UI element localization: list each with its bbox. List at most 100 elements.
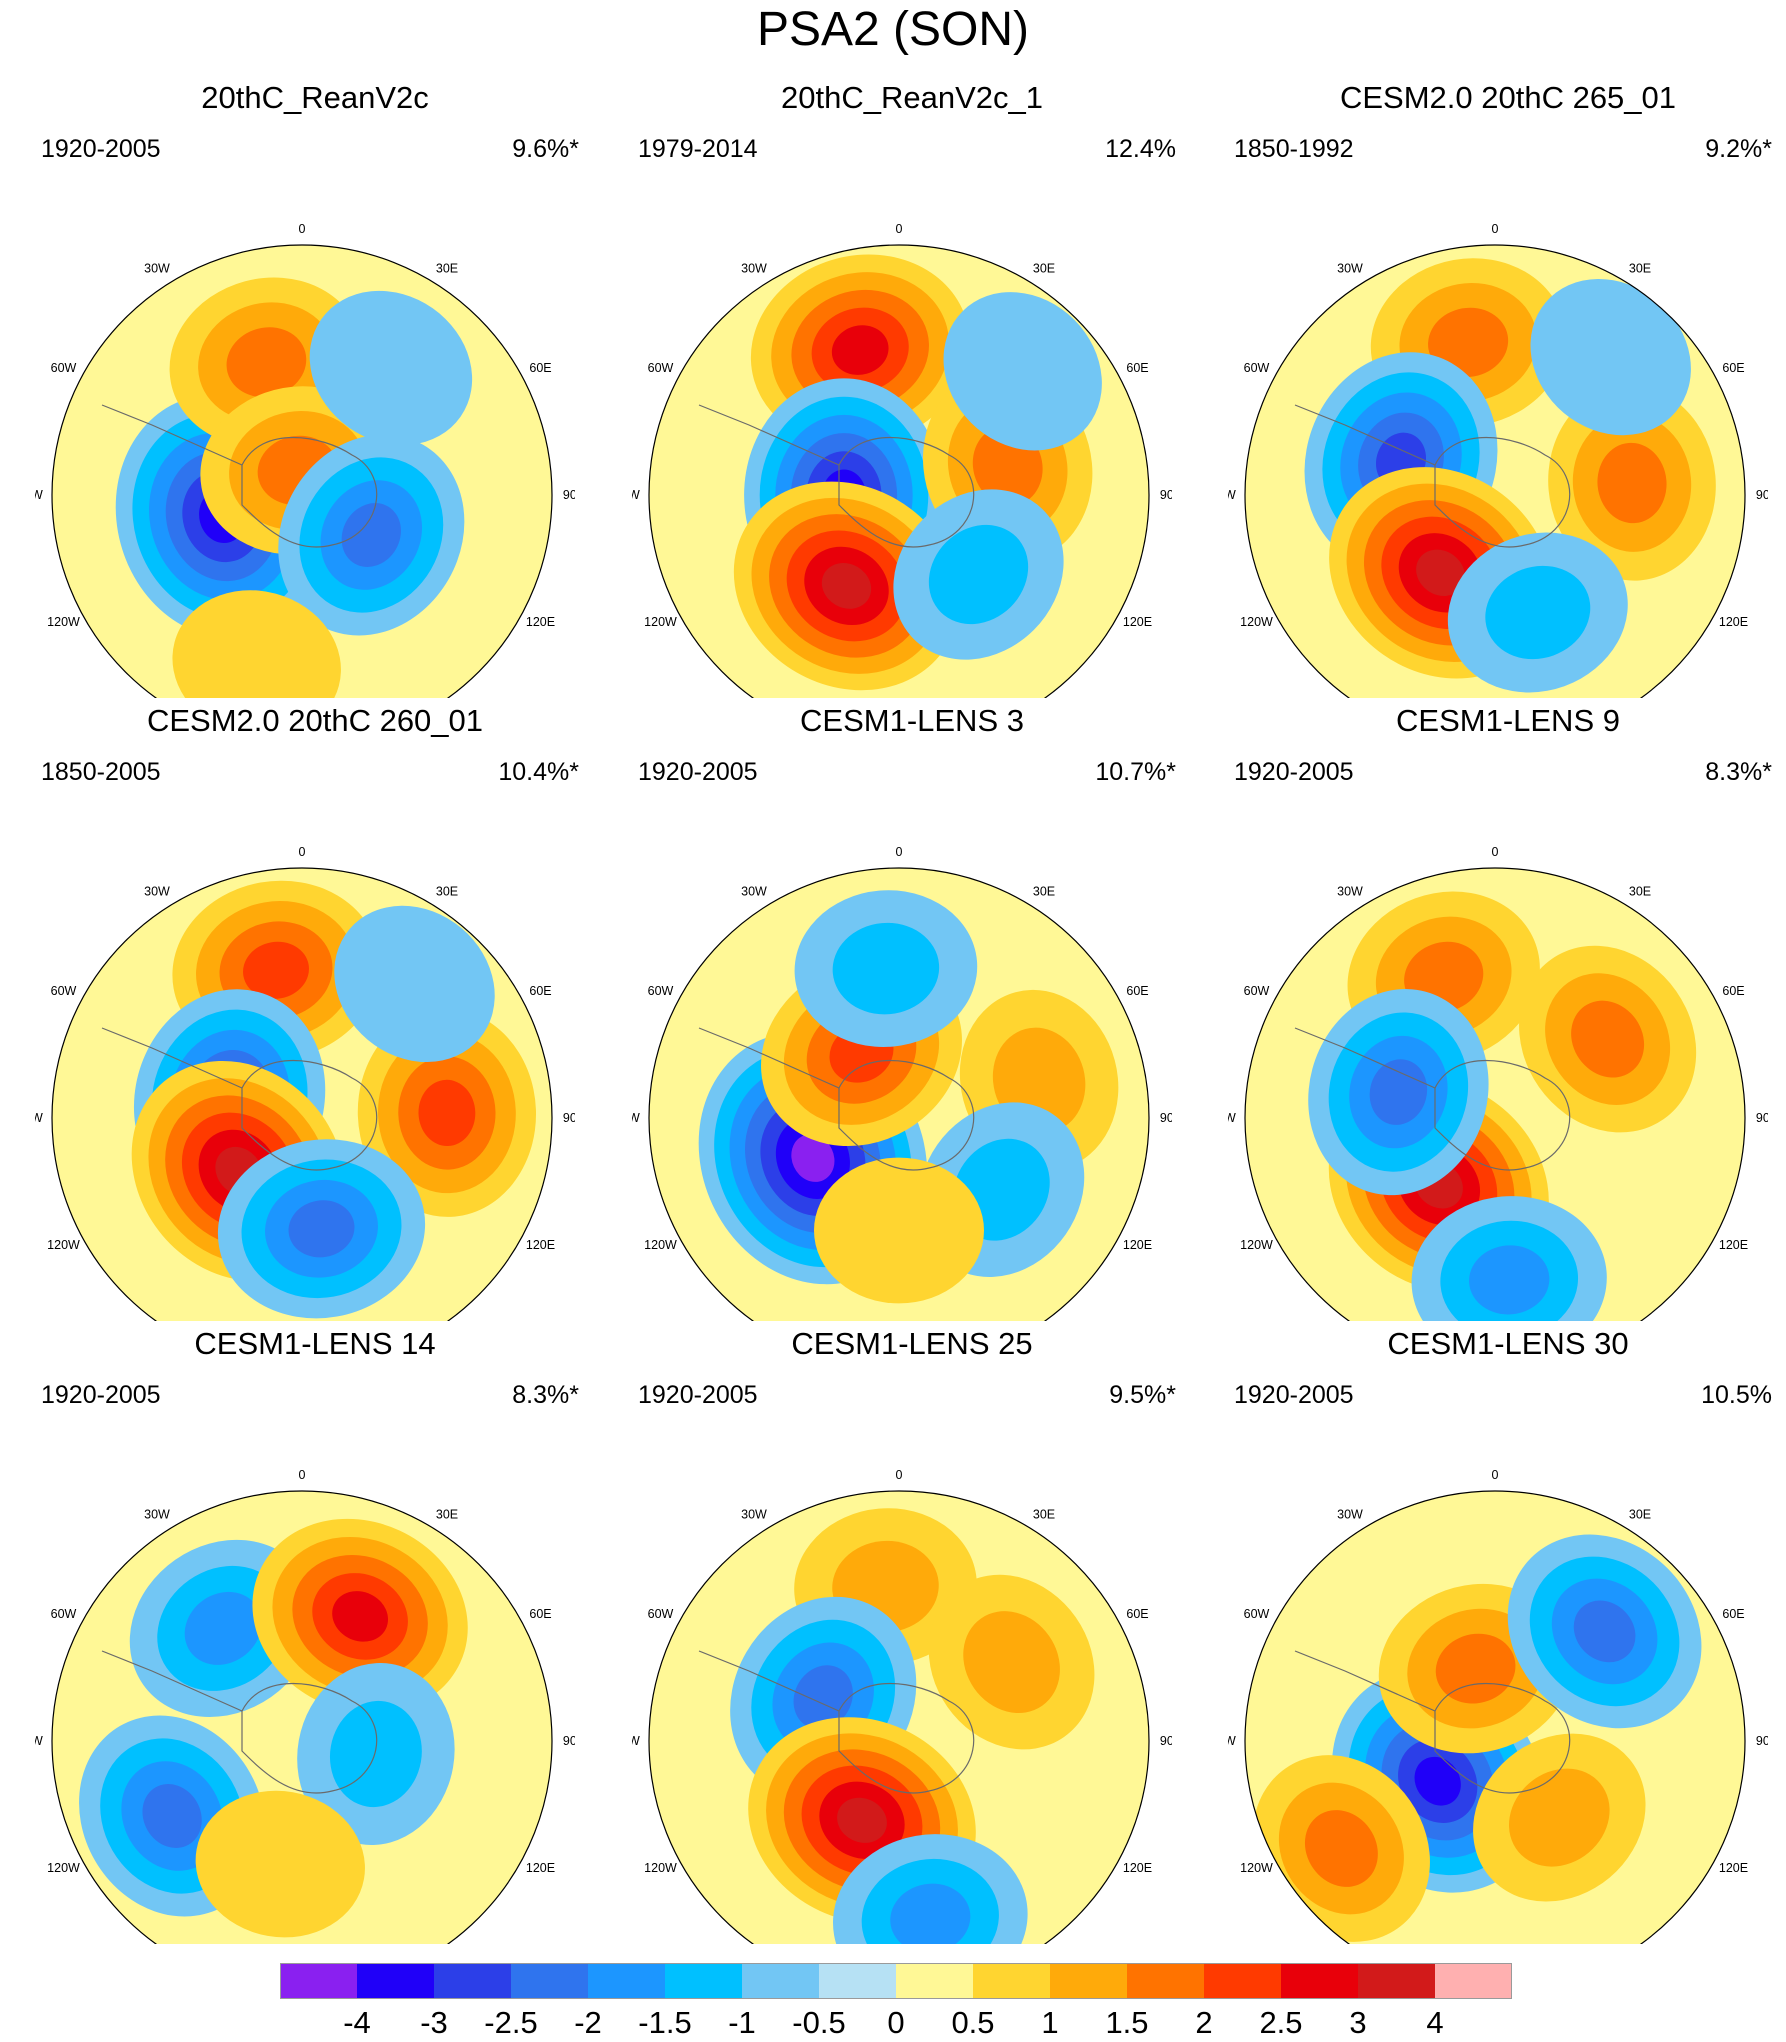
contour-level <box>1485 565 1591 660</box>
panel-title: CESM2.0 20thC 260_01 <box>146 703 484 738</box>
colorbar-swatch <box>1204 1963 1282 1999</box>
south-america-coastline <box>1294 404 1436 466</box>
contour-level <box>1304 1810 1378 1887</box>
longitude-label: 120W <box>1240 1861 1273 1875</box>
longitude-label: 120W <box>644 1238 677 1252</box>
contour-level <box>963 1611 1060 1714</box>
antarctica-coastline <box>838 1059 975 1171</box>
contour-field <box>1245 1491 1745 1944</box>
longitude-label: 0 <box>299 222 306 236</box>
contour-level <box>791 1134 835 1182</box>
colorbar-swatch <box>511 1963 589 1999</box>
colorbar-swatch <box>1358 1963 1436 1999</box>
longitude-label: 90W <box>1228 488 1236 502</box>
map-panel: CESM1-LENS 3 1920-2005 10.7%* 0 30E 60E 90E 120… <box>632 701 1192 1321</box>
antarctica-coastline <box>241 436 378 548</box>
longitude-label: 120E <box>526 1238 555 1252</box>
longitude-label: 120E <box>1123 1238 1152 1252</box>
antarctica-coastline <box>838 1682 975 1794</box>
colorbar-swatch <box>1127 1963 1205 1999</box>
longitude-label: 90W <box>35 1111 43 1125</box>
colorbar-swatch <box>665 1963 743 1999</box>
panel-title: CESM1-LENS 14 <box>194 1326 436 1361</box>
contour-level <box>1509 1768 1610 1867</box>
colorbar-swatch <box>280 1963 358 1999</box>
longitude-label: 90E <box>1160 488 1172 502</box>
longitude-label: 60W <box>51 361 77 375</box>
longitude-label: 0 <box>896 845 903 859</box>
contour-field <box>1245 245 1745 698</box>
contour-level <box>418 1079 476 1146</box>
colorbar-frame <box>280 1963 1512 1999</box>
contour-level <box>821 563 872 609</box>
antarctica-coastline <box>1434 1059 1571 1171</box>
longitude-label: 120W <box>1240 615 1273 629</box>
map-panel: CESM2.0 20thC 260_01 1850-2005 10.4%* 0 30E 6… <box>35 701 595 1321</box>
longitude-label: 0 <box>896 1468 903 1482</box>
colorbar-swatch <box>896 1963 974 1999</box>
panel-title: 20thC_ReanV2c <box>201 80 429 115</box>
map-boundary <box>1244 244 1746 698</box>
south-america-coastline <box>101 404 243 466</box>
contour-level <box>142 1784 202 1848</box>
contour-level <box>831 325 889 375</box>
longitude-label: 30E <box>436 262 458 276</box>
longitude-label: 90E <box>563 1734 575 1748</box>
contour-level <box>1597 442 1667 524</box>
longitude-label: 60E <box>529 1607 551 1621</box>
longitude-label: 60E <box>1722 984 1744 998</box>
colorbar-tick-label: -0.5 <box>792 2005 846 2040</box>
panel-period: 1920-2005 <box>1234 758 1354 786</box>
colorbar-swatch <box>973 1963 1051 1999</box>
longitude-label: 60E <box>1722 1607 1744 1621</box>
south-america-coastline <box>698 404 840 466</box>
colorbar-tick-label: -3 <box>420 2005 448 2040</box>
contour-level <box>1469 1245 1550 1315</box>
map-boundary <box>51 867 553 1321</box>
longitude-label: 30W <box>144 262 170 276</box>
panel-variance: 10.4%* <box>498 758 579 786</box>
longitude-label: 120E <box>526 615 555 629</box>
panel-variance: 10.5% <box>1701 1381 1772 1409</box>
longitude-label: 30W <box>741 885 767 899</box>
longitude-label: 120W <box>644 1861 677 1875</box>
panel-variance: 10.7%* <box>1095 758 1176 786</box>
longitude-label: 90E <box>1756 488 1768 502</box>
colorbar-tick-label: 4 <box>1426 2005 1444 2040</box>
longitude-label: 90W <box>632 1111 640 1125</box>
longitude-label: 60E <box>529 361 551 375</box>
colorbar-tick-label: -2.5 <box>484 2005 538 2040</box>
chart-title: PSA2 (SON) <box>756 3 1030 56</box>
antarctica-coastline <box>241 1059 378 1171</box>
panel-title: CESM1-LENS 25 <box>791 1326 1033 1361</box>
map-boundary <box>1244 1490 1746 1944</box>
colorbar-swatch <box>1435 1963 1513 1999</box>
map-boundary <box>648 867 1150 1321</box>
colorbar-swatch <box>434 1963 512 1999</box>
contour-level <box>1428 307 1509 378</box>
longitude-label: 90E <box>1160 1734 1172 1748</box>
longitude-label: 60W <box>648 1607 674 1621</box>
map-boundary <box>648 244 1150 698</box>
panel-period: 1979-2014 <box>638 135 758 163</box>
longitude-label: 60W <box>648 361 674 375</box>
colorbar-swatch <box>1281 1963 1359 1999</box>
longitude-label: 60E <box>529 984 551 998</box>
colorbar-swatch <box>357 1963 435 1999</box>
colorbar-tick-label: 0.5 <box>951 2005 995 2040</box>
longitude-label: 0 <box>896 222 903 236</box>
panel-variance: 8.3%* <box>1705 758 1772 786</box>
longitude-label: 90E <box>1756 1734 1768 1748</box>
polar-map: 030E60E90E120E150E180150W120W90W60W30W <box>1228 845 1768 1321</box>
longitude-label: 30E <box>436 1508 458 1522</box>
longitude-label: 120W <box>47 615 80 629</box>
longitude-label: 120E <box>1719 615 1748 629</box>
longitude-label: 60E <box>1126 1607 1148 1621</box>
map-panel: 20thC_ReanV2c 1920-2005 9.6%* 0 30E 60E 90E 120… <box>35 78 595 698</box>
polar-map: 030E60E90E120E150E180150W120W90W60W30W <box>632 222 1172 698</box>
longitude-label: 60W <box>51 984 77 998</box>
longitude-label: 90E <box>563 488 575 502</box>
panel-variance: 9.5%* <box>1109 1381 1176 1409</box>
map-boundary <box>648 1490 1150 1944</box>
panel-title: CESM2.0 20thC 265_01 <box>1339 80 1677 115</box>
